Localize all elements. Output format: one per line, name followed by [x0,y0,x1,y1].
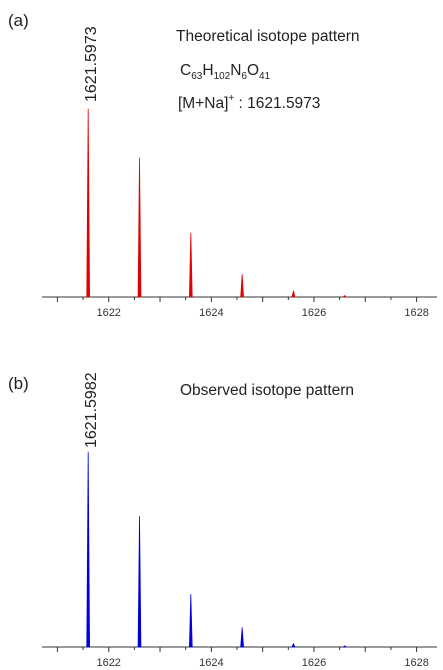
panel-a-x-tick-label: 1624 [199,307,223,319]
panel-b-peak-4 [240,627,244,648]
panel-b: (b) Observed isotope pattern 1621.5982 1… [8,372,437,669]
panel-b-peak-6 [342,645,347,648]
panel-a: (a) Theoretical isotope pattern C63H102N… [8,11,437,319]
panel-a-peak-1 [86,108,90,298]
panel-a-formula: C63H102N6O41 [180,62,271,82]
panel-a-peak-4 [240,274,244,298]
panel-a-label: (a) [8,11,29,30]
panel-b-peak-5 [291,643,296,648]
panel-a-peak-3 [189,232,193,298]
panel-b-label: (b) [8,374,29,393]
panel-a-x-tick-label: 1628 [404,307,428,319]
panel-b-peak-label: 1621.5982 [83,372,100,448]
panel-a-peak-5 [291,290,296,298]
panel-b-x-tick-label: 1622 [96,657,120,669]
panel-a-peak-label: 1621.5973 [83,26,100,102]
panel-a-x-tick-label: 1622 [96,307,120,319]
panel-b-peak-2 [137,515,142,648]
panel-b-peak-1 [86,451,90,648]
panel-b-plot: 1622 1624 1626 1628 [42,451,437,669]
panel-b-peak-3 [189,593,193,648]
panel-b-x-tick-label: 1626 [302,657,326,669]
panel-b-x-tick-label: 1628 [404,657,428,669]
panel-b-title: Observed isotope pattern [180,382,354,399]
panel-a-plot: 1622 1624 1626 1628 [42,108,437,319]
panel-a-peak-6 [342,295,347,298]
panel-a-ion-annotation: [M+Na]+ : 1621.5973 [178,93,320,112]
panel-a-title: Theoretical isotope pattern [176,28,360,45]
panel-b-x-tick-label: 1624 [199,657,223,669]
panel-a-x-tick-label: 1626 [302,307,326,319]
panel-a-peak-2 [137,157,142,298]
